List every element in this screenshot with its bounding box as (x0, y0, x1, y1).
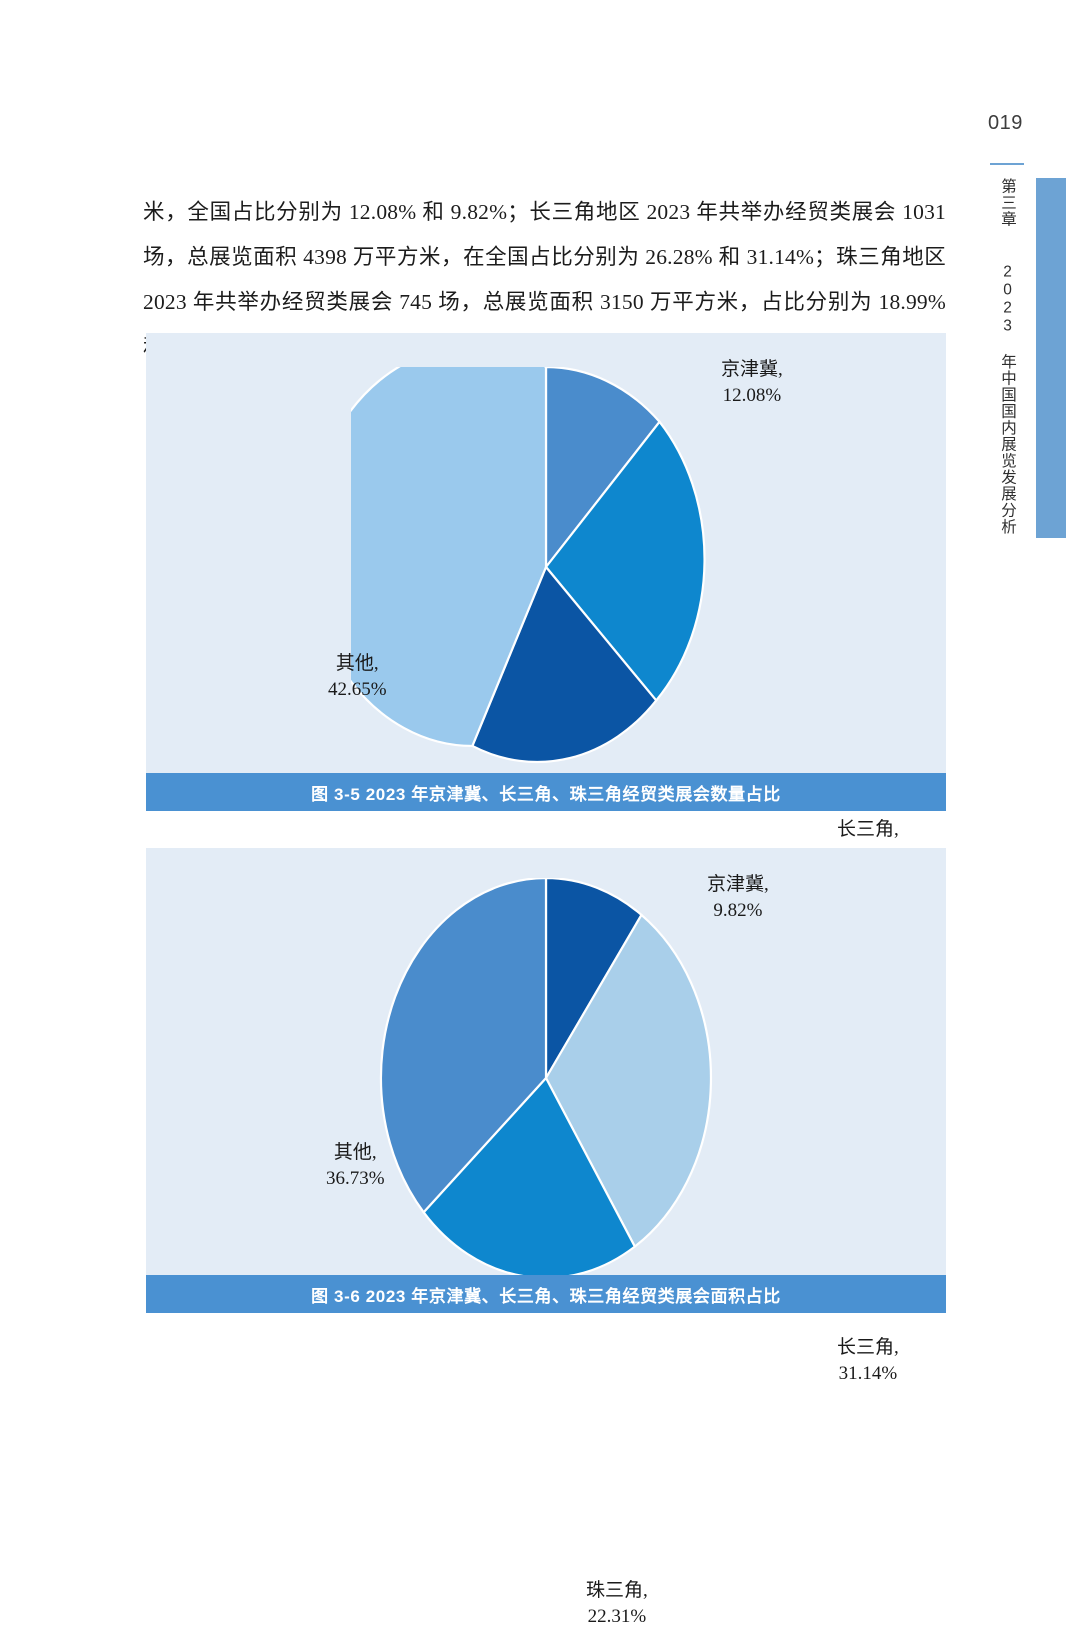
figure-panel-3-6: 京津冀, 9.82% 长三角, 31.14% 珠三角, 22.31% 其他, 3… (146, 848, 946, 1627)
pie-chart-3-6 (379, 878, 713, 1278)
pie-slice-qita (351, 367, 548, 748)
pie-label-jingjinji-value: 12.08% (722, 385, 782, 406)
figure-caption-3-5: 图 3-5 2023 年京津冀、长三角、珠三角经贸类展会数量占比 (146, 773, 946, 811)
side-rule-divider (990, 163, 1024, 165)
pie-label-jingjinji-value: 9.82% (713, 900, 763, 921)
pie-chart-3-5 (351, 367, 706, 764)
figure-panel-3-5: 京津冀, 12.08% 长三角, 26.28% 珠三角, 18.99% 其他, … (146, 333, 946, 1131)
pie-label-qita-value: 36.73% (326, 1168, 385, 1189)
pie-label-jingjinji: 京津冀, 12.08% (721, 357, 783, 409)
pie-label-jingjinji-name: 京津冀, (707, 874, 769, 895)
chart-area-3-6: 京津冀, 9.82% 长三角, 31.14% 珠三角, 22.31% 其他, 3… (146, 848, 946, 1627)
figure-caption-3-6: 图 3-6 2023 年京津冀、长三角、珠三角经贸类展会面积占比 (146, 1275, 946, 1313)
pie-label-qita: 其他, 36.73% (326, 1140, 385, 1192)
pie-label-changsanjiao-name: 长三角, (837, 819, 899, 840)
pie-label-changsanjiao-value: 31.14% (838, 1363, 898, 1384)
pie-label-qita-name: 其他, (335, 653, 379, 674)
side-chapter-label: 第三章 (999, 178, 1016, 228)
pie-slice-jingjinji (544, 878, 643, 1083)
pie-slice-changsanjiao (544, 420, 706, 703)
pie-label-qita: 其他, 42.65% (328, 651, 387, 703)
pie-label-zhusanjiao-value: 22.31% (587, 1606, 647, 1627)
pie-label-changsanjiao: 长三角, 31.14% (837, 1335, 899, 1387)
pie-label-zhusanjiao: 珠三角, 22.31% (586, 1578, 648, 1630)
pie-slice-zhusanjiao (470, 564, 658, 764)
pie-label-zhusanjiao-name: 珠三角, (586, 1580, 648, 1601)
pie-label-qita-name: 其他, (333, 1142, 377, 1163)
side-chapter-marginalia: 第三章 2023 年中国国内展览发展分析 (986, 178, 1016, 538)
pie-label-jingjinji: 京津冀, 9.82% (707, 872, 769, 924)
pie-slice-jingjinji (544, 367, 661, 571)
pie-label-qita-value: 42.65% (328, 679, 387, 700)
page-number: 019 (988, 112, 1023, 134)
pie-slice-qita (379, 878, 548, 1215)
side-accent-bar (1036, 178, 1066, 538)
pie-label-changsanjiao-name: 长三角, (837, 1337, 899, 1358)
pie-label-jingjinji-name: 京津冀, (721, 359, 783, 380)
pie-slice-changsanjiao (544, 913, 713, 1249)
chart-area-3-5: 京津冀, 12.08% 长三角, 26.28% 珠三角, 18.99% 其他, … (146, 333, 946, 1131)
side-chapter-title: 2023 年中国国内展览发展分析 (999, 263, 1016, 536)
